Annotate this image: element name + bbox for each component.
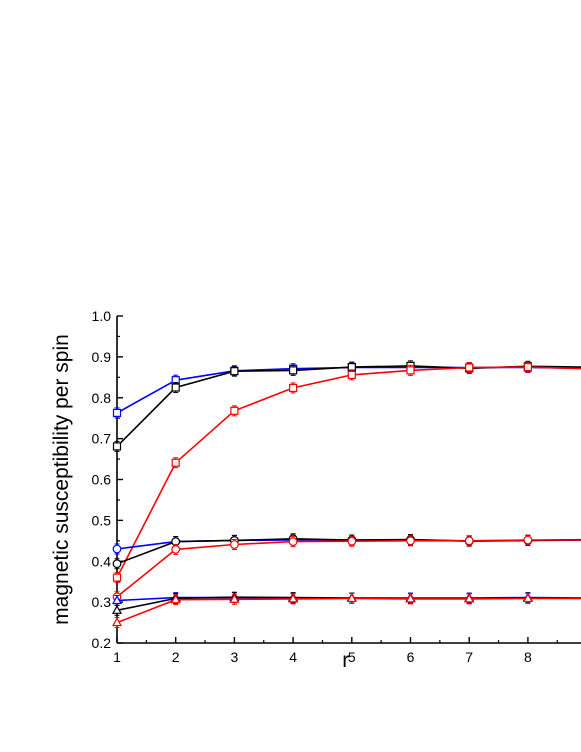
data-point <box>406 536 415 546</box>
data-point <box>170 594 181 604</box>
data-point <box>523 535 533 545</box>
data-point <box>347 536 357 546</box>
x-axis-label: r <box>342 649 349 672</box>
ticks: 0.2 0.3 0.4 0.5 0.6 0.7 0.8 0.9 1.0 1 2 3 4 5 6 7 8 <box>92 308 558 665</box>
x-tick-label: 3 <box>231 649 239 665</box>
data-point <box>464 536 474 546</box>
data-point <box>111 617 123 627</box>
data-point <box>230 367 239 376</box>
x-tick-label: 2 <box>172 649 180 665</box>
x-tick-label: 5 <box>348 649 356 665</box>
data-point <box>289 366 298 375</box>
y-tick-label: 0.7 <box>92 431 112 447</box>
series-layer <box>111 360 581 629</box>
x-tick-label: 8 <box>524 649 532 665</box>
y-axis-label: magnetic susceptibility per spin <box>50 334 73 625</box>
data-point <box>112 559 122 569</box>
data-point <box>229 540 239 549</box>
y-tick-label: 0.3 <box>92 594 112 610</box>
data-point <box>289 383 298 393</box>
series-line <box>116 539 581 598</box>
series-8 <box>111 591 581 616</box>
data-point <box>230 406 239 415</box>
data-point <box>171 544 181 554</box>
data-point <box>522 593 533 603</box>
data-point <box>112 573 122 582</box>
data-point <box>111 595 123 605</box>
data-point <box>111 604 123 614</box>
x-tick-label: 7 <box>465 649 473 665</box>
data-point <box>405 593 416 603</box>
series-1 <box>112 362 581 419</box>
y-tick-label: 0.4 <box>92 553 112 569</box>
series-9 <box>111 592 581 629</box>
data-point <box>112 442 122 451</box>
series-3 <box>112 361 581 584</box>
series-5 <box>112 533 581 570</box>
data-point <box>288 537 298 547</box>
data-point <box>171 458 180 467</box>
data-point <box>347 370 356 379</box>
y-tick-label: 0.5 <box>92 512 112 528</box>
series-6 <box>112 534 581 603</box>
data-point <box>229 593 240 603</box>
data-point <box>112 408 122 417</box>
y-tick-label: 0.2 <box>92 635 112 651</box>
y-tick-label: 0.9 <box>92 349 112 365</box>
data-point <box>406 366 415 375</box>
x-tick-label: 6 <box>407 649 415 665</box>
data-point <box>523 362 533 372</box>
x-tick-label: 1 <box>113 649 121 665</box>
series-4 <box>112 534 581 555</box>
series-line <box>116 366 581 578</box>
y-tick-label: 1.0 <box>92 308 112 324</box>
data-point <box>112 544 122 554</box>
y-tick-label: 0.6 <box>92 472 112 488</box>
data-point <box>171 383 180 392</box>
y-tick-label: 0.8 <box>92 390 112 406</box>
data-point <box>346 593 357 603</box>
series-2 <box>112 360 581 452</box>
data-point <box>288 593 299 603</box>
data-point <box>464 593 475 603</box>
x-tick-label: 4 <box>289 649 297 665</box>
data-point <box>465 363 474 372</box>
